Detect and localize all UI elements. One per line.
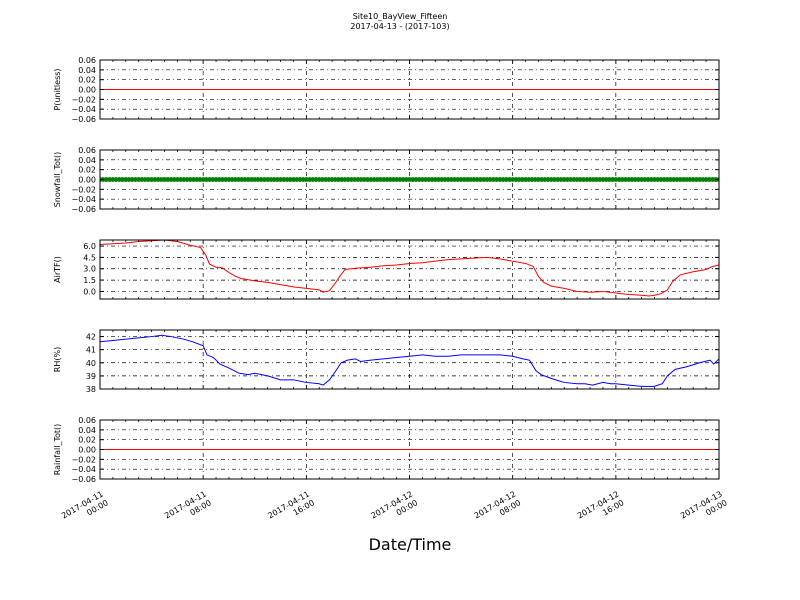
series-markers [100, 177, 719, 182]
y-tick-label: 41 [86, 346, 96, 355]
panel-1: 0.060.040.020.00−0.02−0.04−0.06 P(unitles… [53, 56, 720, 124]
y-tick-label: 6.0 [83, 242, 96, 251]
y-tick-label: 42 [86, 333, 96, 342]
y-tick-label: 0.02 [78, 76, 96, 85]
y-tick-label: 0.0 [83, 287, 96, 296]
y-tick-label: −0.02 [71, 185, 96, 194]
y-tick-label: −0.04 [71, 465, 96, 474]
panel-2: 0.060.040.020.00−0.02−0.04−0.06 Snowfall_… [53, 146, 720, 214]
panel-3: 6.0 4.5 3.0 1.5 0.0 AirTF() [53, 239, 720, 300]
y-axis-label: RH(%) [53, 347, 62, 372]
y-tick-label: −0.06 [71, 205, 96, 214]
y-axis-label: Rainfall_Tot() [53, 424, 62, 476]
y-axis-label: AirTF() [53, 256, 62, 283]
y-tick-label: 3.0 [83, 265, 96, 274]
y-tick-label: −0.06 [71, 115, 96, 124]
y-tick-label: −0.04 [71, 105, 96, 114]
y-tick-label: 0.00 [78, 86, 96, 95]
y-tick-label: 38 [86, 385, 96, 394]
y-tick-label: 0.04 [78, 66, 96, 75]
y-tick-label: 0.02 [78, 436, 96, 445]
y-tick-label: 0.06 [78, 416, 96, 425]
y-tick-label: 4.5 [83, 253, 96, 262]
y-tick-label: 0.04 [78, 156, 96, 165]
y-axis-label: Snowfall_Tot() [53, 152, 62, 208]
y-tick-label: −0.06 [71, 475, 96, 484]
y-tick-label: 0.00 [78, 176, 96, 185]
panel-5: 0.060.040.020.00−0.02−0.04−0.06 Rainfall_… [53, 416, 720, 484]
y-tick-label: 0.04 [78, 426, 96, 435]
y-tick-label: −0.02 [71, 455, 96, 464]
series-line [100, 240, 719, 297]
y-tick-label: 0.00 [78, 446, 96, 455]
y-axis-label: P(unitless) [53, 68, 62, 110]
y-tick-label: 40 [86, 359, 96, 368]
y-tick-label: 39 [86, 372, 96, 381]
series-line [100, 334, 719, 387]
chart-title: Site10_BayView_Fifteen [353, 12, 448, 21]
y-tick-label: −0.02 [71, 95, 96, 104]
y-tick-label: 1.5 [83, 276, 96, 285]
x-axis-label: Date/Time [369, 535, 452, 554]
panels: 0.060.040.020.00−0.02−0.04−0.06P(unitles… [53, 56, 720, 484]
chart-subtitle: 2017-04-13 - (2017-103) [350, 22, 449, 31]
y-tick-label: −0.04 [71, 195, 96, 204]
y-tick-label: 0.02 [78, 166, 96, 175]
panel-4: 42 41 40 39 38 RH(%) [53, 329, 720, 394]
y-tick-label: 0.06 [78, 56, 96, 65]
y-tick-label: 0.06 [78, 146, 96, 155]
